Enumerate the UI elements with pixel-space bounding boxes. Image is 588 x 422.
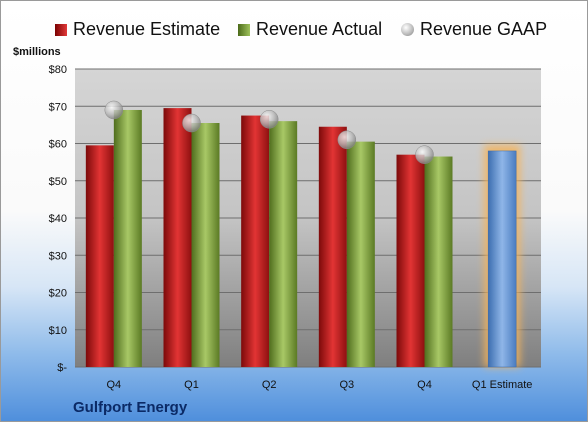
- bar-revenue-actual: [191, 123, 220, 367]
- y-tick-label: $70: [49, 101, 67, 113]
- x-tick-label: Q4: [106, 379, 121, 391]
- chart-legend: Revenue Estimate Revenue Actual Revenue …: [1, 19, 587, 41]
- point-revenue-gaap: [415, 145, 434, 164]
- y-axis-unit-label: $millions: [13, 46, 61, 58]
- y-tick-label: $10: [49, 325, 67, 337]
- legend-swatch-estimate: [55, 23, 67, 36]
- y-tick-label: $50: [49, 176, 67, 188]
- y-tick-label: $-: [57, 362, 67, 374]
- bar-revenue-actual: [269, 121, 298, 368]
- bar-revenue-estimate: [396, 154, 425, 367]
- x-tick-label: Q1: [184, 379, 199, 391]
- legend-item-revenue-gaap: Revenue GAAP: [401, 19, 547, 40]
- bar-revenue-actual: [424, 156, 453, 367]
- point-revenue-gaap: [104, 100, 124, 120]
- y-tick-label: $30: [49, 250, 67, 262]
- bar-revenue-estimate: [241, 115, 270, 367]
- bar-revenue-actual: [346, 141, 375, 367]
- legend-item-revenue-actual: Revenue Actual: [238, 19, 382, 40]
- legend-item-revenue-estimate: Revenue Estimate: [55, 19, 220, 40]
- legend-label-actual: Revenue Actual: [256, 19, 383, 39]
- legend-swatch-actual: [238, 23, 250, 36]
- legend-swatch-gaap: [401, 23, 414, 36]
- x-tick-label: Q1 Estimate: [472, 379, 533, 391]
- bar-revenue-estimate: [163, 108, 192, 368]
- y-tick-label: $40: [49, 213, 67, 225]
- x-tick-label: Q3: [339, 379, 354, 391]
- legend-label-estimate: Revenue Estimate: [73, 19, 221, 39]
- point-revenue-gaap: [259, 110, 279, 129]
- bar-revenue-estimate: [85, 145, 114, 367]
- point-revenue-gaap: [182, 113, 201, 133]
- legend-label-gaap: Revenue GAAP: [420, 19, 548, 39]
- y-tick-label: $20: [49, 288, 67, 300]
- company-name: Gulfport Energy: [73, 399, 188, 416]
- bar-q1-estimate: [487, 150, 517, 368]
- bar-revenue-estimate: [318, 126, 347, 367]
- y-tick-label: $80: [49, 64, 67, 76]
- x-tick-label: Q2: [262, 379, 277, 391]
- point-revenue-gaap: [337, 130, 357, 150]
- bar-revenue-actual: [113, 109, 142, 367]
- y-tick-label: $60: [49, 139, 67, 151]
- x-tick-label: Q4: [417, 379, 432, 391]
